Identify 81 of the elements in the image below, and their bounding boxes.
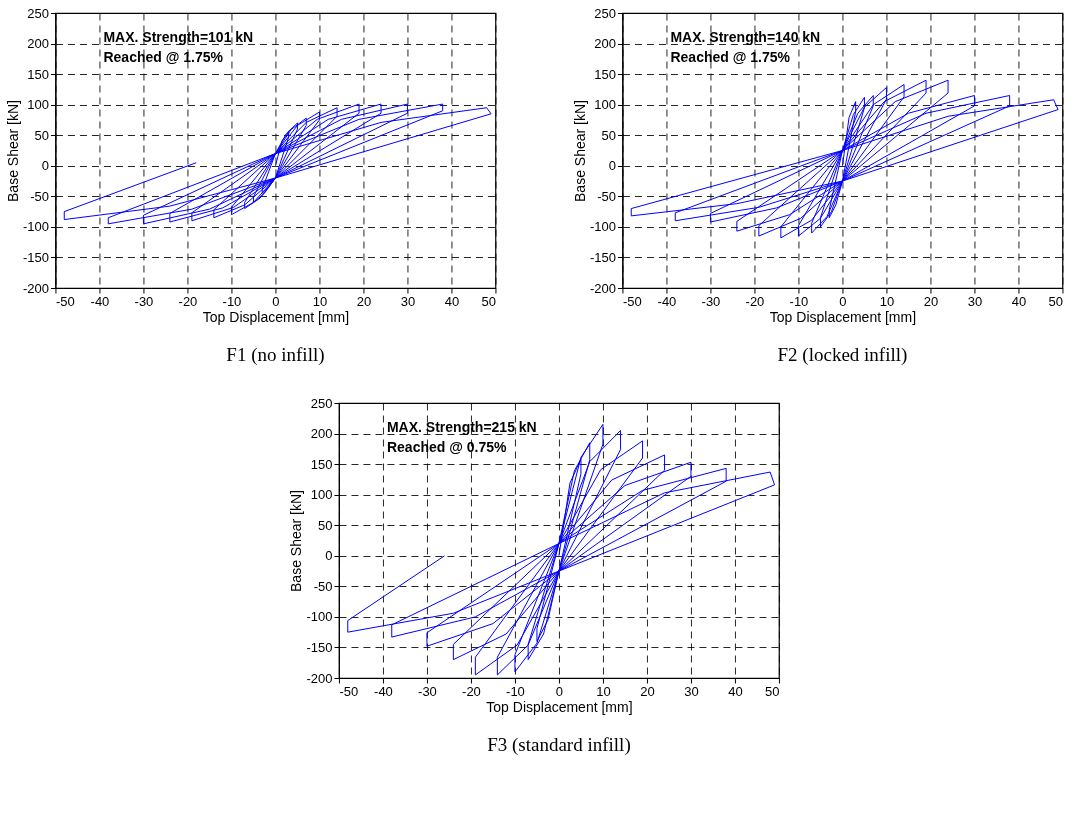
y-tick-label: 50 bbox=[317, 517, 333, 533]
y-tick-label: 200 bbox=[310, 426, 333, 442]
y-tick-label: 100 bbox=[27, 97, 49, 113]
x-tick-label: 40 bbox=[1011, 293, 1027, 309]
y-tick-label: -50 bbox=[313, 578, 333, 594]
x-tick-label: 20 bbox=[640, 683, 655, 699]
y-tick-label: 100 bbox=[594, 97, 616, 113]
x-tick-label: 50 bbox=[1048, 293, 1063, 309]
y-tick-label: -200 bbox=[306, 670, 333, 686]
annotation: Reached @ 0.75% bbox=[386, 439, 507, 455]
annotation: MAX. Strength=101 kN bbox=[103, 29, 254, 45]
x-tick-label: 0 bbox=[839, 293, 847, 309]
x-tick-label: 50 bbox=[764, 683, 780, 699]
x-tick-label: 20 bbox=[923, 293, 939, 309]
x-axis-title: Top Displacement [mm] bbox=[486, 698, 633, 715]
y-tick-label: 200 bbox=[27, 36, 49, 52]
x-tick-label: 20 bbox=[356, 293, 372, 309]
y-axis-title: Base Shear [kN] bbox=[571, 100, 588, 202]
y-tick-label: -200 bbox=[22, 280, 49, 296]
y-tick-label: 50 bbox=[601, 127, 616, 143]
x-tick-label: 30 bbox=[967, 293, 983, 309]
y-axis-title: Base Shear [kN] bbox=[288, 490, 305, 592]
y-axis-title: Base Shear [kN] bbox=[4, 100, 21, 202]
x-tick-label: -10 bbox=[222, 293, 242, 309]
annotation: Reached @ 1.75% bbox=[670, 49, 791, 65]
y-tick-label: 250 bbox=[310, 395, 333, 411]
x-tick-label: 30 bbox=[400, 293, 416, 309]
x-tick-label: -50 bbox=[339, 683, 359, 699]
y-tick-label: -200 bbox=[589, 280, 616, 296]
line-series bbox=[630, 79, 1059, 239]
x-tick-label: 10 bbox=[879, 293, 895, 309]
y-tick-label: 250 bbox=[27, 5, 49, 21]
y-tick-label: 250 bbox=[594, 5, 616, 21]
y-tick-label: 0 bbox=[41, 158, 49, 174]
x-tick-label: 40 bbox=[444, 293, 460, 309]
x-tick-label: 0 bbox=[555, 683, 564, 699]
x-axis-title: Top Displacement [mm] bbox=[769, 308, 917, 325]
x-tick-label: -10 bbox=[789, 293, 809, 309]
x-tick-label: -40 bbox=[90, 293, 110, 309]
x-tick-label: -50 bbox=[55, 293, 75, 309]
line-series bbox=[63, 103, 492, 225]
x-tick-label: -10 bbox=[506, 683, 525, 699]
x-tick-label: 40 bbox=[728, 683, 743, 699]
y-tick-label: -50 bbox=[30, 188, 49, 204]
x-tick-label: 50 bbox=[481, 293, 496, 309]
y-tick-label: -150 bbox=[589, 249, 616, 265]
x-tick-label: -20 bbox=[745, 293, 765, 309]
y-tick-label: 200 bbox=[594, 36, 616, 52]
y-tick-label: -100 bbox=[306, 609, 333, 625]
x-axis-title: Top Displacement [mm] bbox=[202, 308, 350, 325]
x-tick-label: -30 bbox=[418, 683, 437, 699]
y-tick-label: 150 bbox=[594, 66, 616, 82]
y-tick-label: -150 bbox=[306, 639, 333, 655]
annotation: MAX. Strength=215 kN bbox=[386, 419, 537, 435]
x-tick-label: 30 bbox=[684, 683, 699, 699]
x-tick-label: -40 bbox=[657, 293, 677, 309]
y-tick-label: -150 bbox=[22, 249, 49, 265]
y-tick-label: -100 bbox=[589, 219, 616, 235]
x-tick-label: 0 bbox=[272, 293, 280, 309]
x-tick-label: -20 bbox=[462, 683, 481, 699]
annotation: Reached @ 1.75% bbox=[103, 49, 224, 65]
line-series bbox=[347, 423, 776, 676]
x-tick-label: -30 bbox=[134, 293, 154, 309]
y-tick-label: -100 bbox=[22, 219, 49, 235]
x-tick-label: -40 bbox=[374, 683, 393, 699]
y-tick-label: 0 bbox=[325, 548, 333, 564]
x-tick-label: -50 bbox=[622, 293, 642, 309]
x-tick-label: -30 bbox=[701, 293, 721, 309]
y-tick-label: 0 bbox=[608, 158, 616, 174]
x-tick-label: 10 bbox=[312, 293, 328, 309]
annotation: MAX. Strength=140 kN bbox=[670, 29, 821, 45]
y-tick-label: 150 bbox=[27, 66, 49, 82]
x-tick-label: 10 bbox=[596, 683, 611, 699]
text: F3 (standard infill) bbox=[487, 734, 631, 756]
y-tick-label: 150 bbox=[310, 456, 333, 472]
y-tick-label: 100 bbox=[310, 487, 333, 503]
text: F1 (no infill) bbox=[226, 344, 325, 366]
y-tick-label: 50 bbox=[34, 127, 49, 143]
y-tick-label: -50 bbox=[597, 188, 616, 204]
text: F2 (locked infill) bbox=[777, 344, 908, 366]
x-tick-label: -20 bbox=[178, 293, 198, 309]
